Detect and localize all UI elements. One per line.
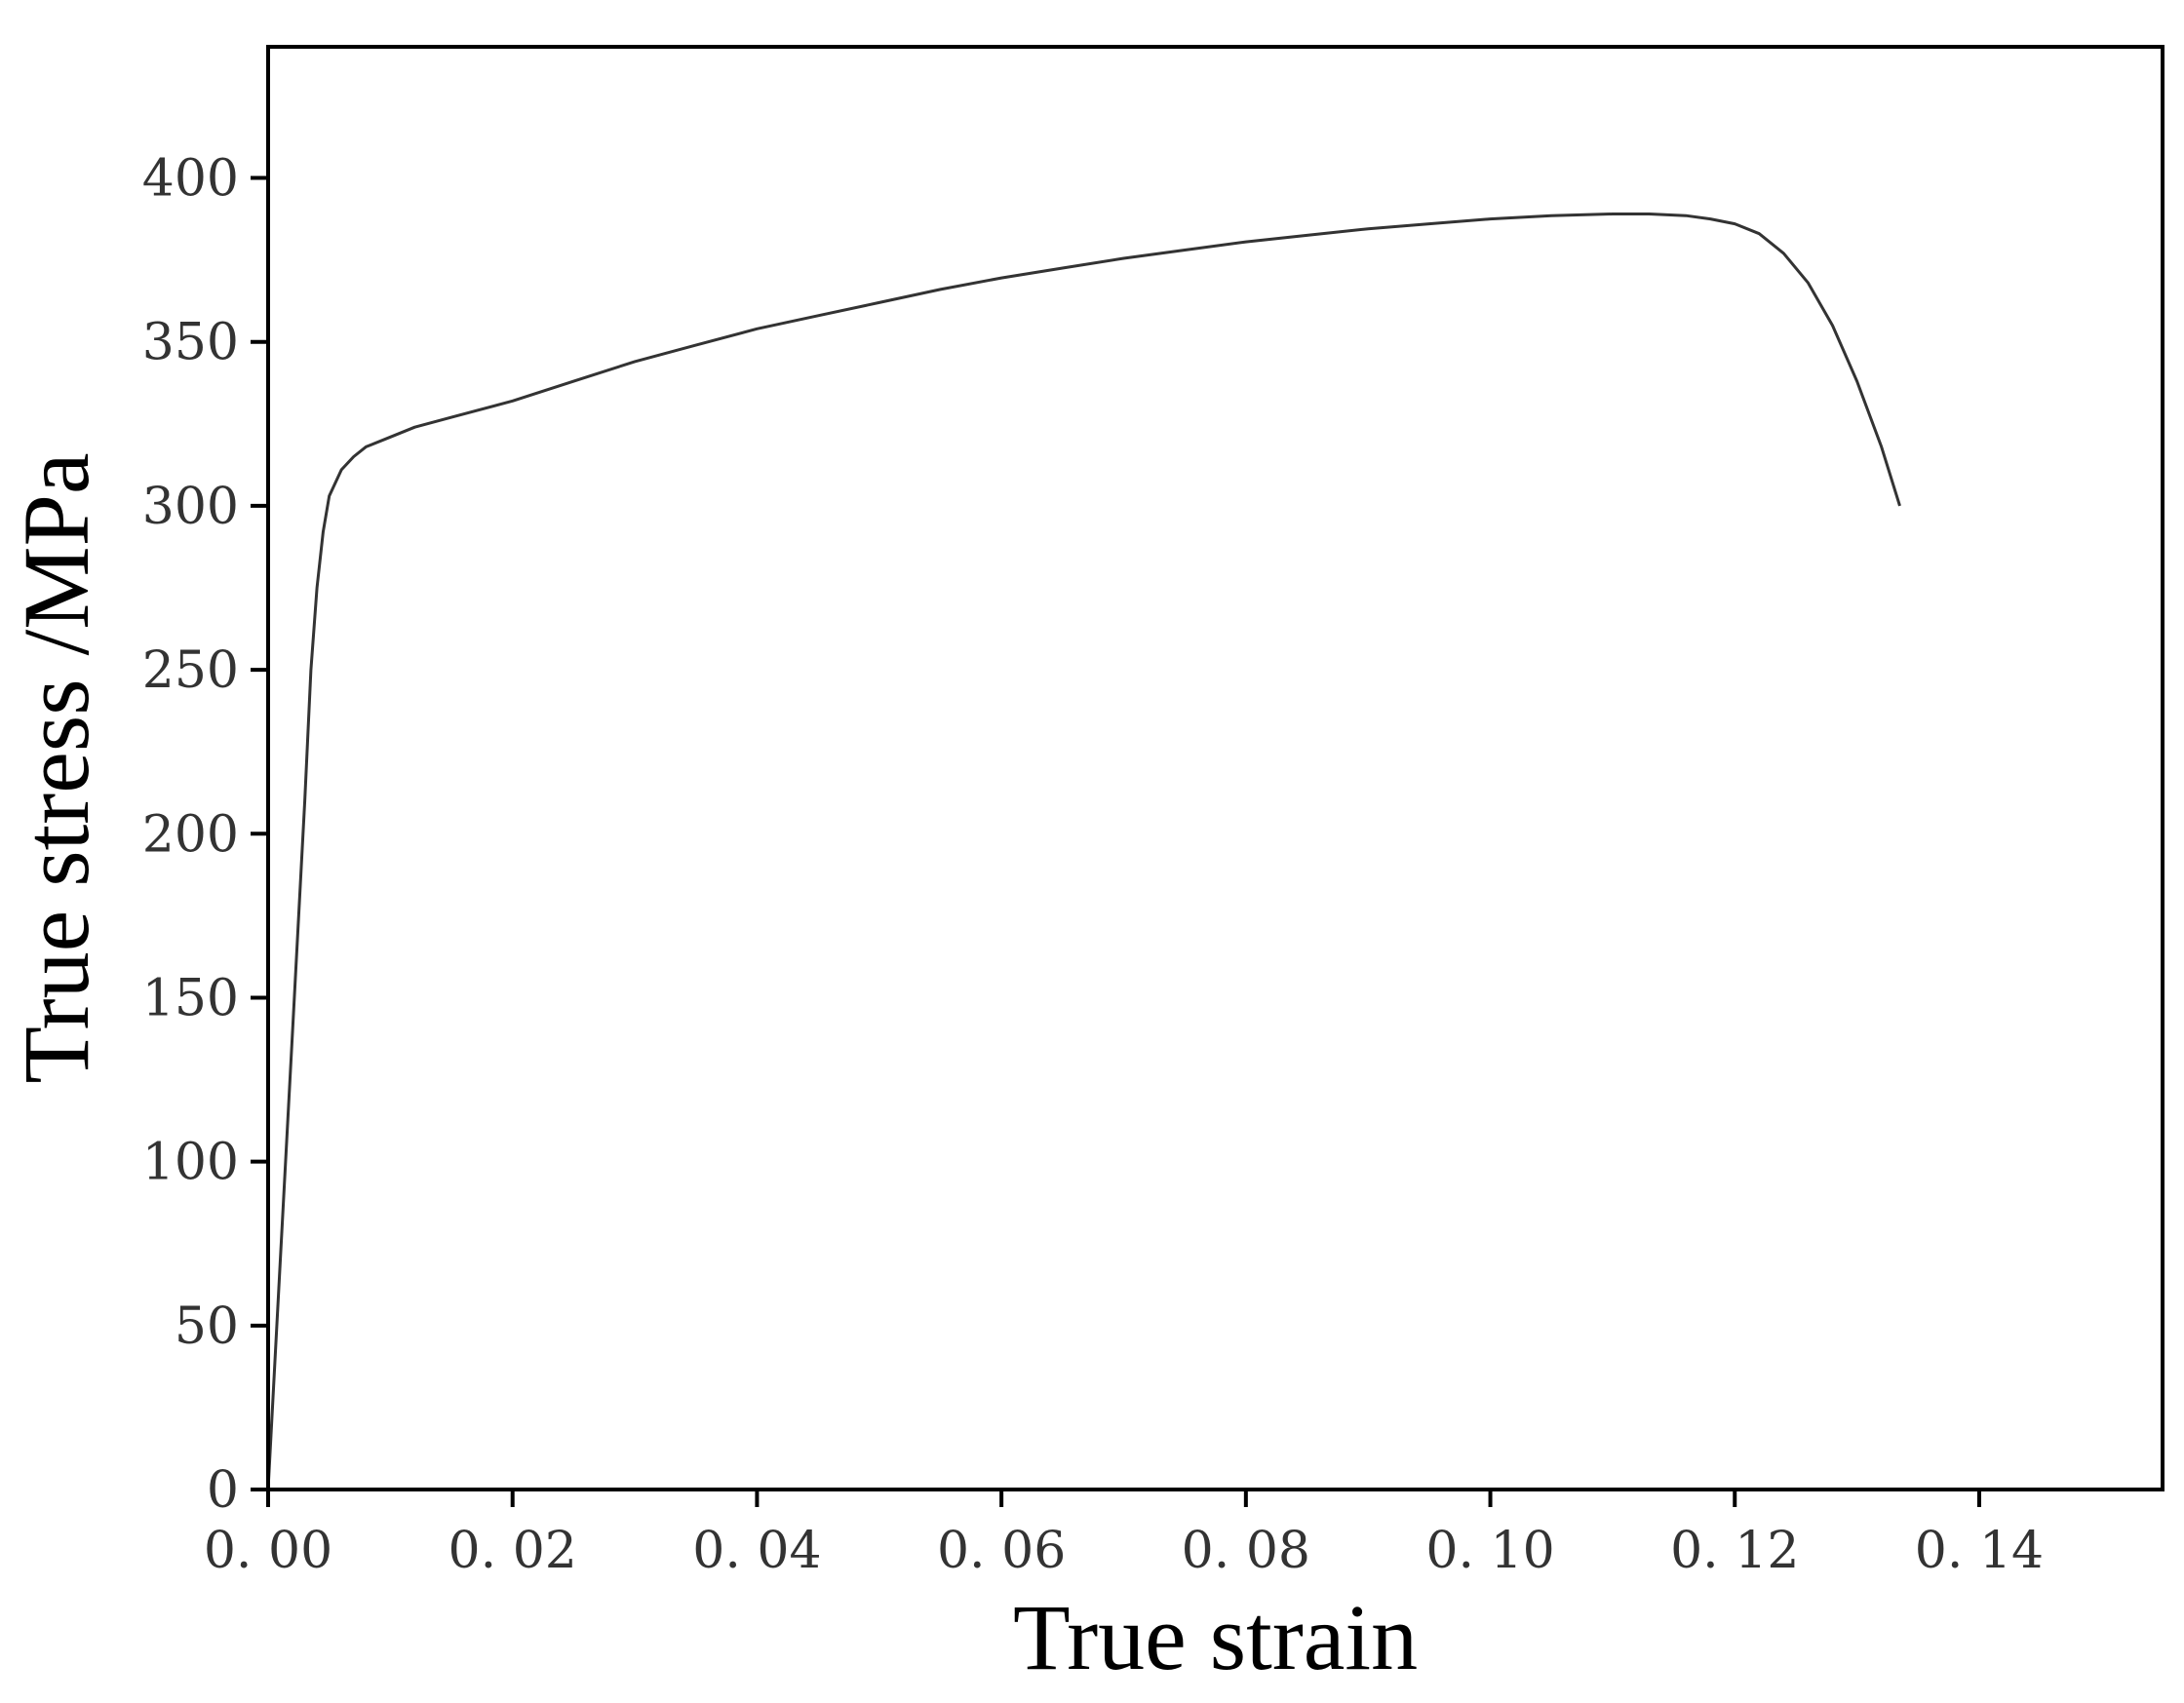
y-tick-label: 100	[142, 1134, 239, 1192]
y-axis-title: True stress /MPa	[4, 452, 108, 1083]
y-tick-label: 0	[207, 1461, 239, 1520]
x-tick-label: 0. 12	[1670, 1522, 1799, 1580]
y-tick-label: 150	[142, 969, 239, 1027]
x-axis-ticks: 0. 00 0. 02 0. 04 0. 06 0. 08 0. 10 0. 12 0. 14	[204, 1490, 2044, 1580]
x-tick-label: 0. 04	[692, 1522, 821, 1580]
y-tick-label: 350	[142, 314, 239, 372]
y-tick-label: 300	[142, 478, 239, 536]
x-tick-label: 0. 08	[1182, 1522, 1310, 1580]
x-tick-label: 0. 00	[204, 1522, 332, 1580]
x-tick-label: 0. 06	[937, 1522, 1066, 1580]
x-tick-label: 0. 10	[1425, 1522, 1554, 1580]
x-tick-label: 0. 02	[448, 1522, 577, 1580]
y-axis-ticks: 0 50 100 150 200 250 300 350 400	[142, 150, 268, 1520]
x-tick-label: 0. 14	[1915, 1522, 2044, 1580]
y-tick-label: 250	[142, 641, 239, 700]
y-tick-label: 400	[142, 150, 239, 209]
y-tick-label: 200	[142, 805, 239, 864]
stress-strain-curve	[266, 213, 1901, 1490]
x-axis-title: True strain	[1013, 1585, 1418, 1689]
plot-frame	[266, 45, 2164, 1491]
y-tick-label: 50	[175, 1297, 239, 1356]
